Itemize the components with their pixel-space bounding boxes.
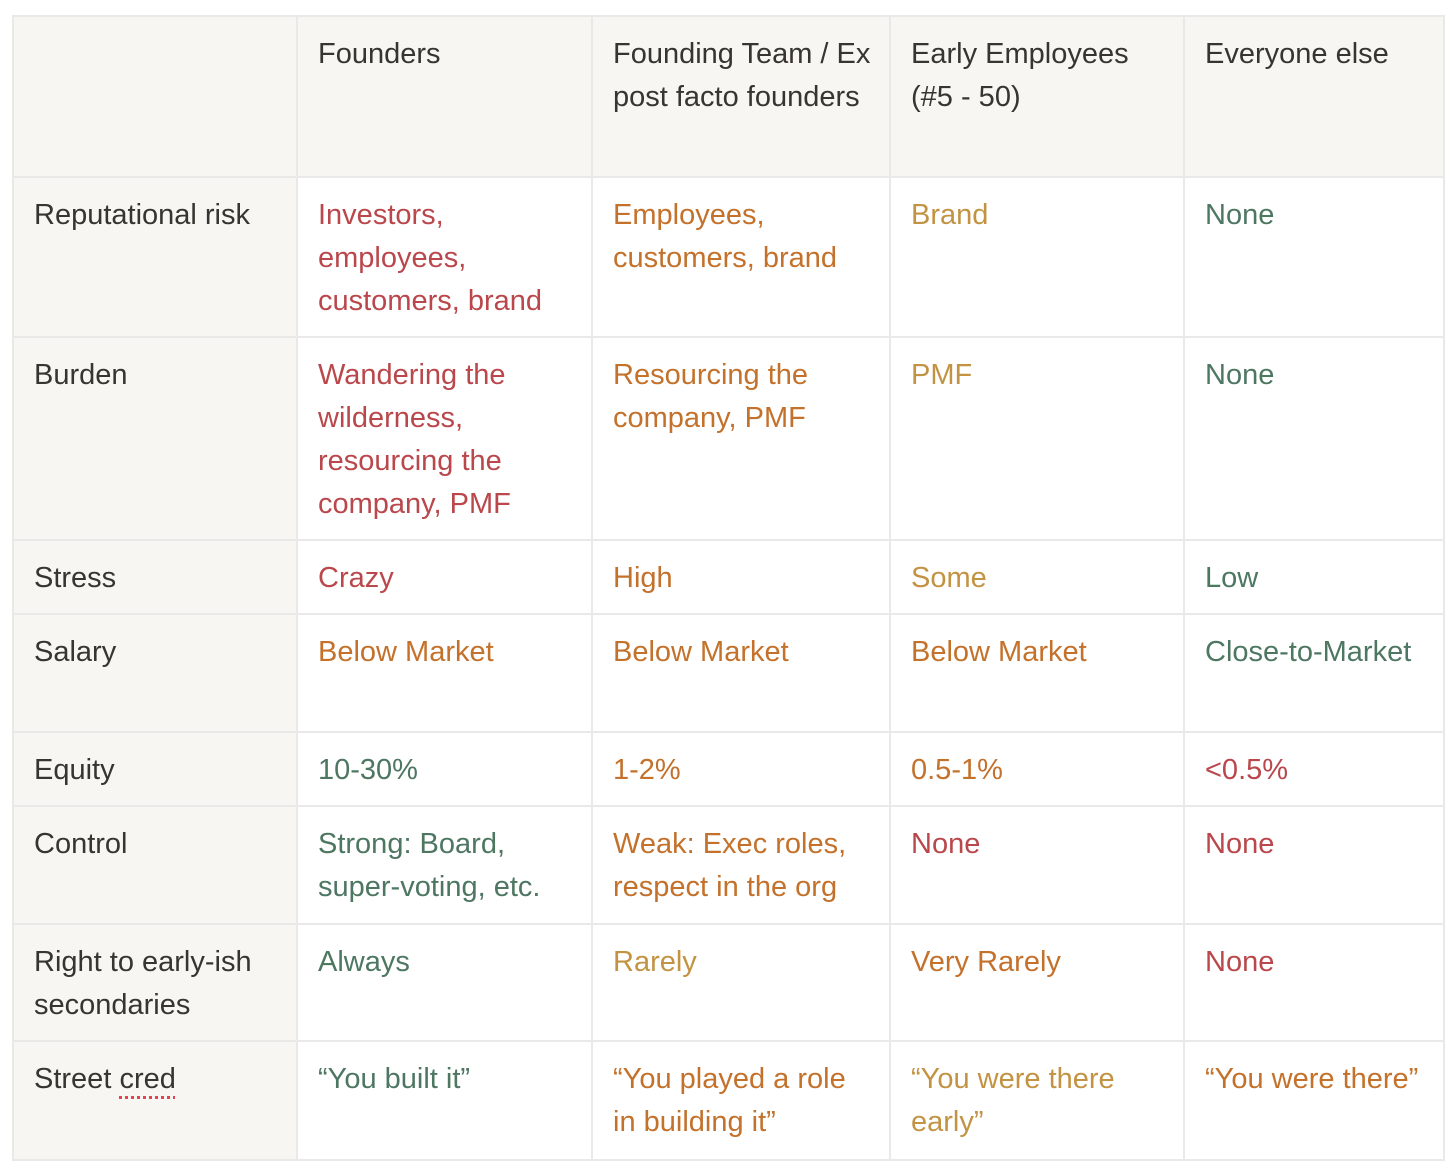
cell-founders: 10-30% [296,731,593,807]
cell-founders: Investors, employees, customers, brand [296,176,593,338]
cell-founders: Wandering the wilderness, resourcing the… [296,336,593,541]
cell-founders: Always [296,923,593,1042]
row-salary: Salary Below Market Below Market Below M… [12,613,1445,733]
header-cell-empty [12,15,298,178]
row-label: Burden [12,336,298,541]
cell-founding-team: 1-2% [591,731,891,807]
cell-early-employees: Very Rarely [889,923,1185,1042]
row-label: Control [12,805,298,925]
cell-founders: Crazy [296,539,593,615]
cell-founding-team: “You played a role in building it” [591,1040,891,1161]
row-equity: Equity 10-30% 1-2% 0.5-1% <0.5% [12,731,1445,807]
row-label: Salary [12,613,298,733]
header-everyone-else: Everyone else [1183,15,1445,178]
cell-early-employees: None [889,805,1185,925]
cell-everyone-else: None [1183,176,1445,338]
row-control: Control Strong: Board, super-voting, etc… [12,805,1445,925]
cell-founding-team: Rarely [591,923,891,1042]
comparison-table: Founders Founding Team / Ex post facto f… [12,15,1445,1161]
cell-everyone-else: “You were there” [1183,1040,1445,1161]
row-reputational-risk: Reputational risk Investors, employees, … [12,176,1445,338]
row-stress: Stress Crazy High Some Low [12,539,1445,615]
cell-founders: Below Market [296,613,593,733]
header-founding-team: Founding Team / Ex post facto founders [591,15,891,178]
cell-everyone-else: Low [1183,539,1445,615]
cell-everyone-else: None [1183,805,1445,925]
cell-founding-team: Weak: Exec roles, respect in the org [591,805,891,925]
cell-founding-team: Below Market [591,613,891,733]
cell-early-employees: Brand [889,176,1185,338]
cell-founders: “You built it” [296,1040,593,1161]
header-early-employees: Early Employees (#5 - 50) [889,15,1185,178]
spellcheck-flagged-word[interactable]: cred [119,1063,176,1095]
row-street-cred: Street cred “You built it” “You played a… [12,1040,1445,1161]
row-label: Right to early-ish secondaries [12,923,298,1042]
cell-early-employees: “You were there early” [889,1040,1185,1161]
header-founders: Founders [296,15,593,178]
row-label: Reputational risk [12,176,298,338]
cell-everyone-else: Close-to-Market [1183,613,1445,733]
cell-founding-team: Resourcing the company, PMF [591,336,891,541]
cell-early-employees: 0.5-1% [889,731,1185,807]
row-label-text: Street [34,1063,120,1095]
cell-early-employees: Some [889,539,1185,615]
cell-everyone-else: <0.5% [1183,731,1445,807]
cell-early-employees: Below Market [889,613,1185,733]
cell-everyone-else: None [1183,336,1445,541]
header-row: Founders Founding Team / Ex post facto f… [12,15,1445,178]
cell-early-employees: PMF [889,336,1185,541]
cell-founders: Strong: Board, super-voting, etc. [296,805,593,925]
cell-founding-team: Employees, customers, brand [591,176,891,338]
cell-everyone-else: None [1183,923,1445,1042]
row-label: Stress [12,539,298,615]
row-burden: Burden Wandering the wilderness, resourc… [12,336,1445,541]
row-secondaries: Right to early-ish secondaries Always Ra… [12,923,1445,1042]
cell-founding-team: High [591,539,891,615]
row-label: Street cred [12,1040,298,1161]
row-label: Equity [12,731,298,807]
